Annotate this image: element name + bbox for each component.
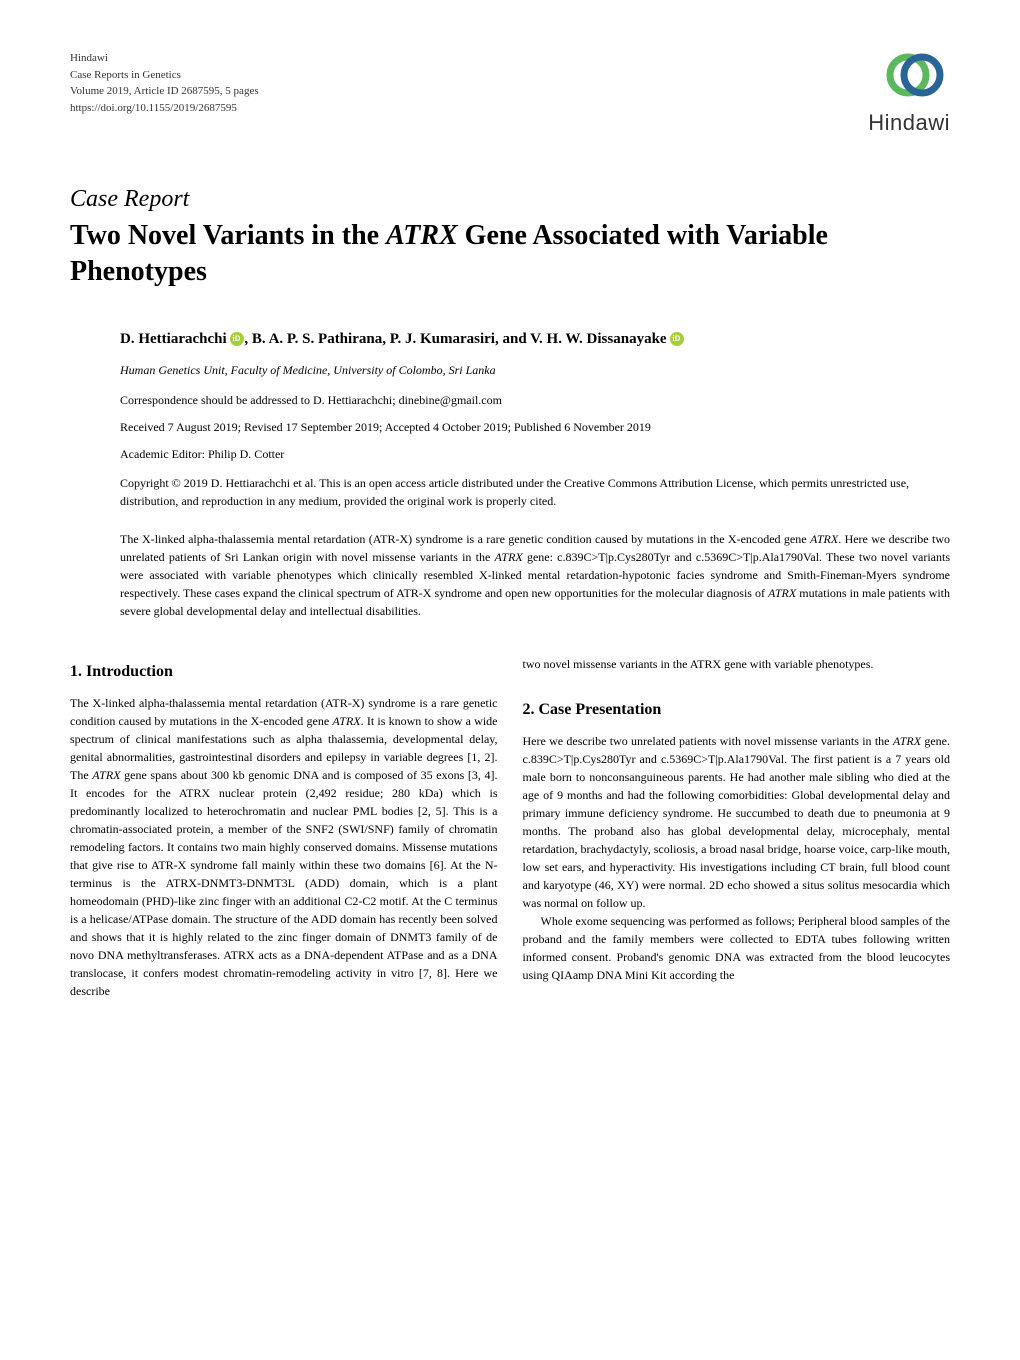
publisher-name: Hindawi bbox=[70, 50, 950, 67]
left-column: 1. Introduction The X-linked alpha-thala… bbox=[70, 655, 498, 1000]
intro-text-3: gene spans about 300 kb genomic DNA and … bbox=[70, 768, 498, 998]
publisher-logo: Hindawi bbox=[868, 50, 950, 136]
intro-gene-1: ATRX bbox=[332, 714, 360, 728]
hindawi-logo-text: Hindawi bbox=[868, 110, 950, 136]
abstract-gene-3: ATRX bbox=[768, 586, 796, 600]
correspondence-info: Correspondence should be addressed to D.… bbox=[120, 393, 950, 408]
academic-editor: Academic Editor: Philip D. Cotter bbox=[120, 447, 950, 462]
introduction-heading: 1. Introduction bbox=[70, 660, 498, 684]
volume-info: Volume 2019, Article ID 2687595, 5 pages bbox=[70, 83, 950, 100]
header-publication-info: Hindawi Case Reports in Genetics Volume … bbox=[70, 50, 950, 116]
case-text-2: gene. c.839C>T|p.Cys280Tyr and c.5369C>T… bbox=[523, 734, 951, 910]
article-type: Case Report bbox=[70, 186, 950, 213]
title-part-1: Two Novel Variants in the bbox=[70, 220, 386, 251]
abstract-text-1: The X-linked alpha-thalassemia mental re… bbox=[120, 532, 810, 546]
article-title: Two Novel Variants in the ATRX Gene Asso… bbox=[70, 218, 950, 291]
orcid-icon[interactable] bbox=[670, 332, 684, 346]
case-text-1: Here we describe two unrelated patients … bbox=[523, 734, 893, 748]
case-presentation-heading: 2. Case Presentation bbox=[523, 698, 951, 722]
abstract: The X-linked alpha-thalassemia mental re… bbox=[120, 530, 950, 620]
authors-remaining: , B. A. P. S. Pathirana, P. J. Kumarasir… bbox=[244, 331, 670, 347]
case-para-2: Whole exome sequencing was performed as … bbox=[523, 912, 951, 984]
case-para-1: Here we describe two unrelated patients … bbox=[523, 732, 951, 912]
title-italic-gene: ATRX bbox=[386, 220, 458, 251]
intro-gene-2: ATRX bbox=[92, 768, 120, 782]
intro-continuation: two novel missense variants in the ATRX … bbox=[523, 655, 951, 673]
orcid-icon[interactable] bbox=[230, 332, 244, 346]
abstract-gene-1: ATRX bbox=[810, 532, 838, 546]
right-column: two novel missense variants in the ATRX … bbox=[523, 655, 951, 1000]
doi-link[interactable]: https://doi.org/10.1155/2019/2687595 bbox=[70, 100, 950, 117]
journal-name: Case Reports in Genetics bbox=[70, 67, 950, 84]
hindawi-logo-icon bbox=[868, 50, 950, 105]
copyright-notice: Copyright © 2019 D. Hettiarachchi et al.… bbox=[120, 474, 950, 510]
affiliation: Human Genetics Unit, Faculty of Medicine… bbox=[120, 363, 950, 378]
author-1: D. Hettiarachchi bbox=[120, 331, 230, 347]
introduction-text: The X-linked alpha-thalassemia mental re… bbox=[70, 694, 498, 1000]
authors-list: D. Hettiarachchi , B. A. P. S. Pathirana… bbox=[120, 331, 950, 348]
case-gene-1: ATRX bbox=[893, 734, 921, 748]
two-column-layout: 1. Introduction The X-linked alpha-thala… bbox=[70, 655, 950, 1000]
article-dates: Received 7 August 2019; Revised 17 Septe… bbox=[120, 420, 950, 435]
abstract-gene-2: ATRX bbox=[495, 550, 523, 564]
